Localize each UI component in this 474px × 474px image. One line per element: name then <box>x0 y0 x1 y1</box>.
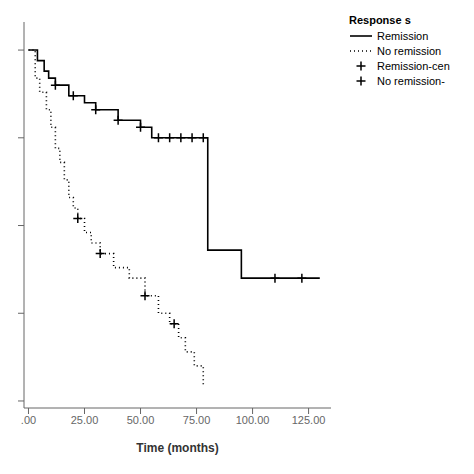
html-text:Remission-cen: Remission-cen <box>377 60 450 72</box>
svg-text:75.00: 75.00 <box>183 414 211 426</box>
svg-text:100.00: 100.00 <box>236 414 270 426</box>
svg-text:125.00: 125.00 <box>292 414 326 426</box>
svg-text:Time (months): Time (months) <box>136 441 218 455</box>
svg-text:50.00: 50.00 <box>127 414 155 426</box>
svg-text:25.00: 25.00 <box>71 414 99 426</box>
html-text:No remission-: No remission- <box>377 75 445 87</box>
html-text:Remission: Remission <box>377 30 429 42</box>
html-text:No remission: No remission <box>377 45 442 57</box>
html-text:Response s: Response s <box>349 14 411 26</box>
svg-text:.00: .00 <box>21 414 36 426</box>
